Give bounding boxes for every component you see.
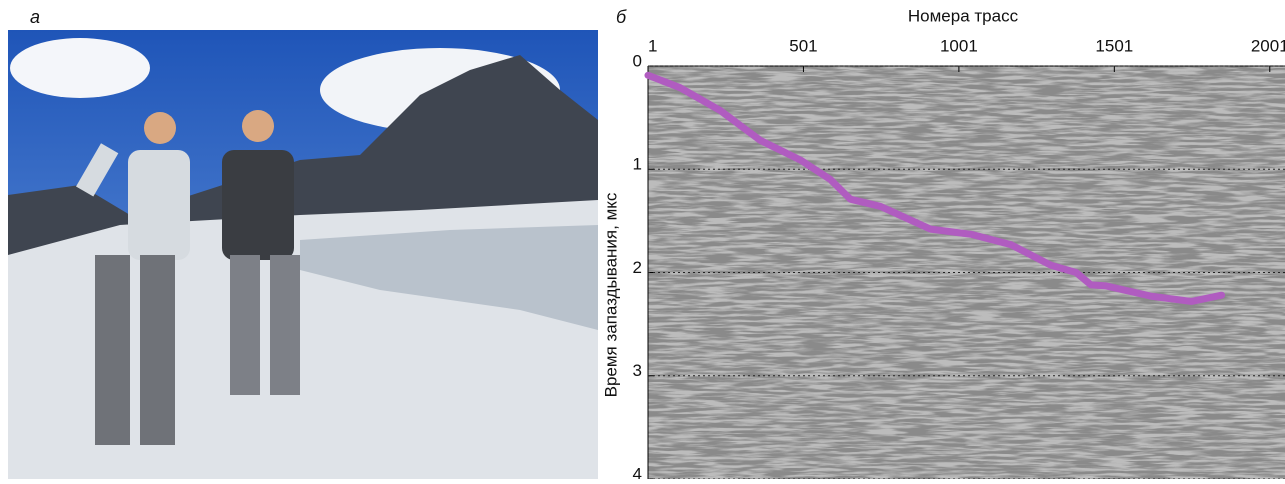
x-tick-label: 1501	[1095, 36, 1133, 55]
x-tick-label: 1001	[940, 36, 978, 55]
y-tick-label: 3	[633, 361, 642, 380]
y-tick-label: 2	[633, 258, 642, 277]
x-tick-label: 501	[789, 36, 817, 55]
x-tick-label: 1	[648, 36, 657, 55]
page: а б Номера трасс Время запаздывания, мкс…	[0, 0, 1285, 484]
y-tick-label: 0	[633, 51, 642, 70]
figure: а б Номера трасс Время запаздывания, мкс…	[0, 0, 1285, 479]
x-tick-label: 2001	[1251, 36, 1285, 55]
x-axis-title: Номера трасс	[908, 6, 1019, 25]
photo	[8, 30, 598, 479]
y-tick-label: 4	[633, 464, 642, 479]
y-axis-title: Время запаздывания, мкс	[601, 192, 620, 397]
panel-label: а	[30, 7, 40, 27]
y-tick-label: 1	[633, 155, 642, 174]
cloud	[10, 38, 150, 98]
panel-label: б	[616, 7, 627, 27]
